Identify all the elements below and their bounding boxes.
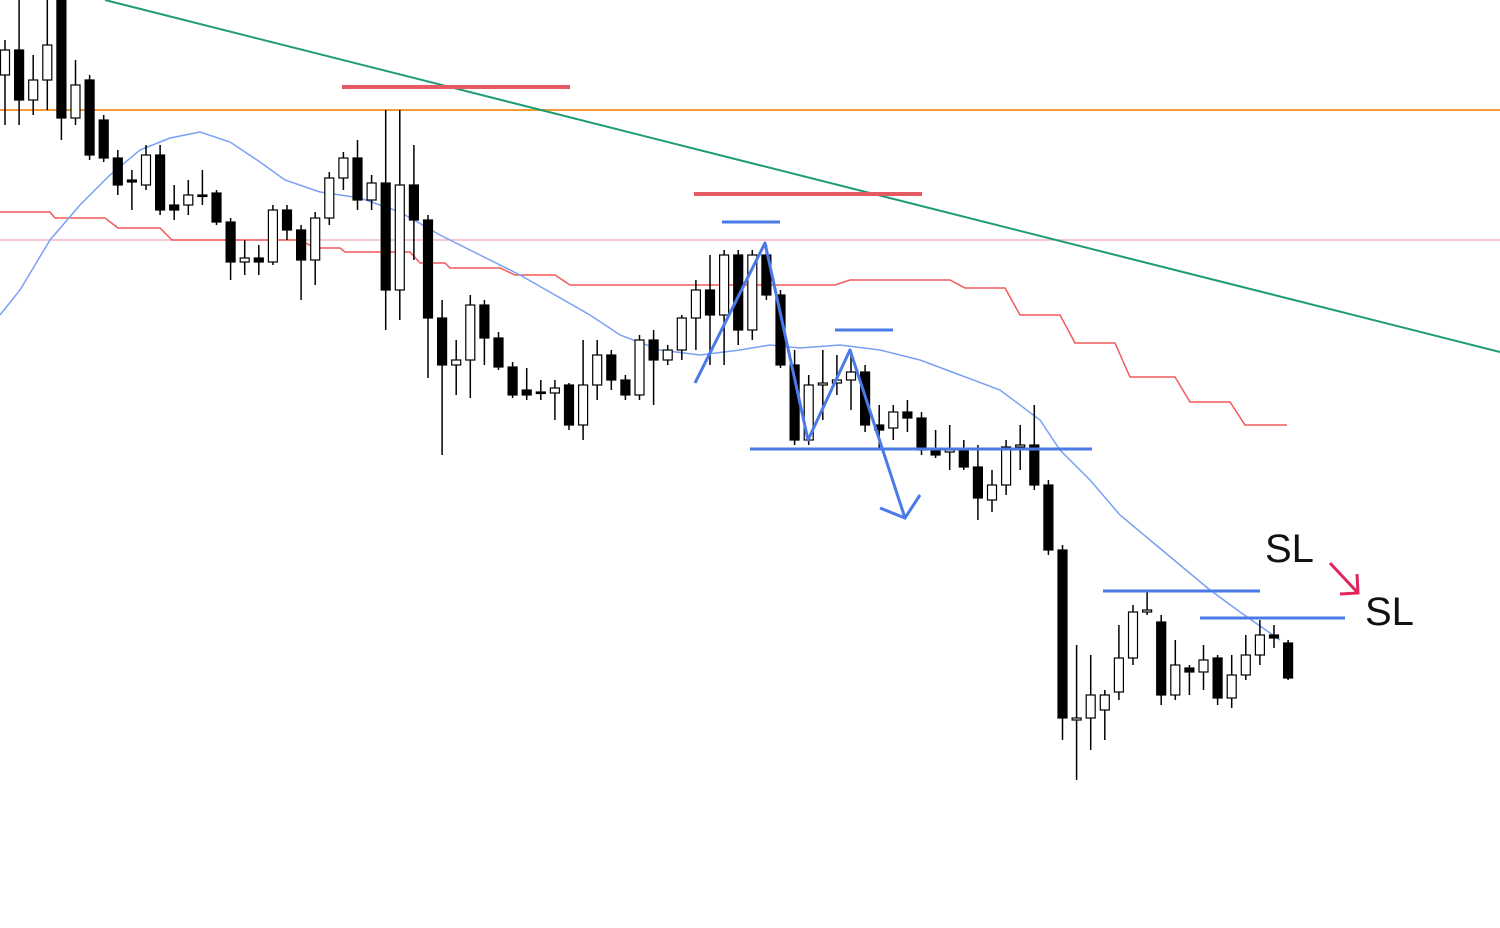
bull-candle (366, 182, 377, 201)
bear-candle (479, 304, 490, 339)
sl-label: SL (1365, 590, 1414, 634)
bear-candle (437, 317, 448, 366)
bull-candle (310, 217, 321, 261)
bull-candle (690, 289, 702, 319)
bull-candle (634, 339, 645, 396)
bull-candle (1240, 654, 1251, 676)
bull-candle (70, 84, 81, 119)
trend-line (104, 0, 1500, 353)
bear-candle (1282, 642, 1294, 679)
bull-candle (1099, 694, 1110, 711)
bear-candle (197, 194, 208, 198)
bull-candle (986, 484, 998, 501)
bear-candle (521, 389, 532, 396)
bull-candle (1000, 446, 1012, 486)
bull-candle (845, 371, 857, 381)
bear-candle (1156, 621, 1167, 696)
bull-candle (1170, 664, 1181, 696)
bear-candle (296, 229, 307, 261)
bear-candle (281, 209, 293, 231)
bull-candle (28, 79, 39, 101)
bear-candle (169, 204, 180, 211)
bear-candle (1043, 484, 1054, 551)
bull-candle (1141, 609, 1153, 613)
bull-candle (0, 49, 11, 76)
bear-candle (563, 384, 575, 426)
bear-candle (916, 417, 927, 451)
bull-candle (1085, 694, 1096, 719)
bull-candle (888, 411, 899, 429)
arrow-head (879, 494, 922, 520)
bear-candle (507, 366, 518, 396)
bull-candle (676, 317, 687, 351)
bull-candle (718, 254, 730, 316)
bull-candle (324, 177, 335, 219)
bull-candle (817, 382, 828, 386)
bull-candle (42, 44, 53, 81)
bear-candle (14, 49, 25, 101)
bear-candle (211, 192, 222, 223)
bear-candle (902, 411, 913, 419)
bull-candle (394, 184, 405, 291)
bear-candle (958, 449, 969, 468)
bear-candle (606, 354, 617, 381)
bull-candle (549, 387, 561, 394)
overlays (0, 0, 1500, 641)
bull-candle (267, 209, 278, 263)
bull-candle (1226, 674, 1237, 699)
bear-candle (253, 257, 264, 263)
bear-candle (422, 219, 434, 319)
bear-candle (1212, 657, 1223, 699)
bear-candle (98, 119, 109, 159)
bear-candle (1057, 549, 1068, 719)
moving-average (0, 131, 1281, 641)
bull-candle (140, 154, 152, 186)
bear-candle (380, 182, 391, 291)
bear-candle (84, 79, 95, 156)
bear-candle (126, 179, 138, 183)
bear-candle (1184, 667, 1195, 673)
bull-candle (1015, 444, 1026, 448)
bull-candle (747, 254, 758, 331)
baseline-indicator (0, 211, 1287, 426)
bull-candle (1127, 611, 1139, 659)
zigzag-arrow (693, 241, 907, 519)
bull-candle (239, 257, 250, 263)
bull-candle (183, 194, 194, 206)
sl-label: SL (1265, 527, 1314, 571)
bear-candle (704, 289, 716, 316)
bull-candle (1198, 659, 1209, 673)
bear-candle (1268, 634, 1280, 639)
bear-candle (112, 157, 123, 186)
bear-candle (648, 339, 659, 361)
bear-candle (733, 254, 744, 331)
bear-candle (408, 184, 419, 221)
bear-candle (493, 337, 504, 368)
bull-candle (1254, 634, 1266, 656)
annotations: SL SL (342, 85, 1414, 634)
bull-candle (465, 304, 476, 361)
bear-candle (225, 221, 236, 263)
bear-candle (972, 466, 984, 499)
bear-candle (620, 379, 631, 396)
bear-candle (535, 391, 546, 395)
bear-candle (930, 449, 941, 456)
pink-arrow (1328, 561, 1360, 595)
candles (0, 0, 1294, 780)
bull-candle (1113, 657, 1125, 693)
bear-candle (56, 0, 67, 119)
bull-candle (1071, 717, 1082, 721)
bear-candle (352, 157, 363, 201)
pink-arrow-head (1339, 573, 1360, 596)
bull-candle (662, 349, 673, 361)
bull-candle (451, 359, 462, 366)
bull-candle (577, 384, 589, 426)
bull-candle (592, 354, 603, 386)
bear-candle (1029, 444, 1040, 486)
bull-candle (338, 157, 349, 179)
bear-candle (155, 154, 166, 211)
